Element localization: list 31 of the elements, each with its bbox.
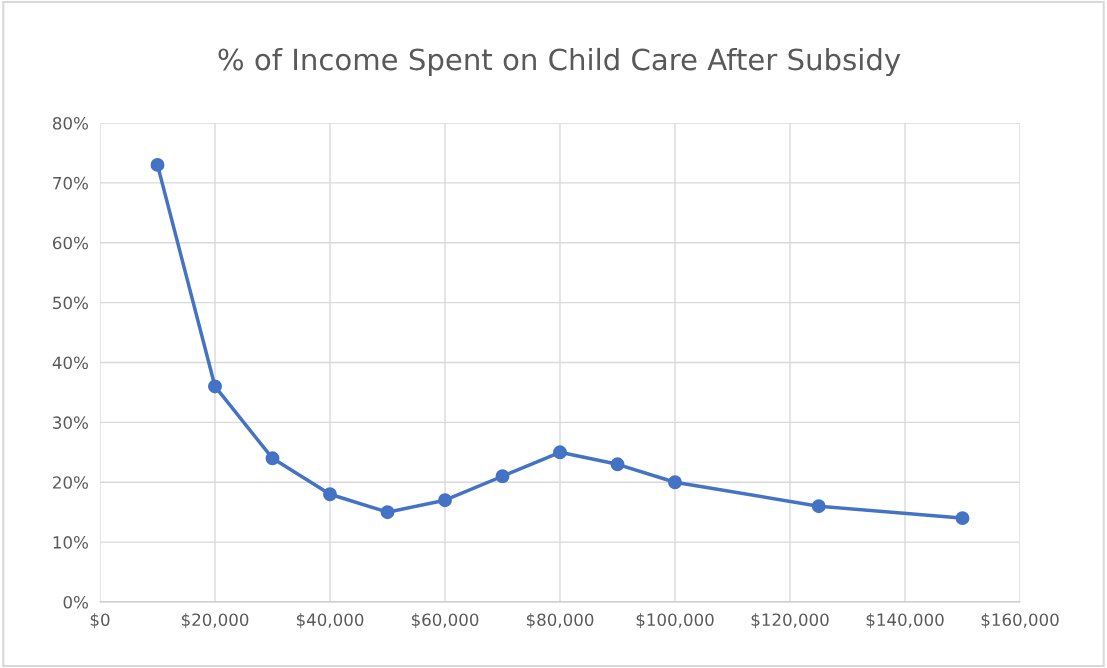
y-tick-label: 40% xyxy=(52,356,88,370)
x-tick-label: $40,000 xyxy=(296,613,364,629)
y-tick-label: 70% xyxy=(53,176,88,190)
x-tick-label: $20,000 xyxy=(181,613,249,629)
x-tick-label: $140,000 xyxy=(866,613,944,629)
y-tick-label: 60% xyxy=(53,236,88,250)
point xyxy=(265,451,280,466)
point xyxy=(438,493,452,508)
y-tick-label: 50% xyxy=(53,296,88,310)
x-tick-label: $100,000 xyxy=(636,613,714,629)
point xyxy=(955,511,970,526)
x-tick-label: $160,000 xyxy=(981,613,1059,629)
x-tick-label: $60,000 xyxy=(411,613,479,629)
x-tick-label: $80,000 xyxy=(526,613,594,629)
point xyxy=(553,445,567,460)
point xyxy=(208,379,222,394)
y-tick-label: 10% xyxy=(53,536,88,549)
y-tick-label: 30% xyxy=(53,416,88,429)
chart-title: % of Income Spent on Child Care After Subsidy xyxy=(218,47,901,77)
y-tick-label: 0% xyxy=(63,595,88,609)
point xyxy=(495,469,510,484)
point xyxy=(380,505,395,520)
point xyxy=(323,487,337,502)
y-tick-label: 80% xyxy=(52,116,88,130)
x-tick-label: $0 xyxy=(90,613,110,629)
point xyxy=(668,475,682,490)
point xyxy=(610,457,625,472)
y-tick-label: 20% xyxy=(53,476,88,489)
point xyxy=(150,157,165,172)
x-tick-label: $120,000 xyxy=(751,613,829,629)
point xyxy=(811,499,826,514)
